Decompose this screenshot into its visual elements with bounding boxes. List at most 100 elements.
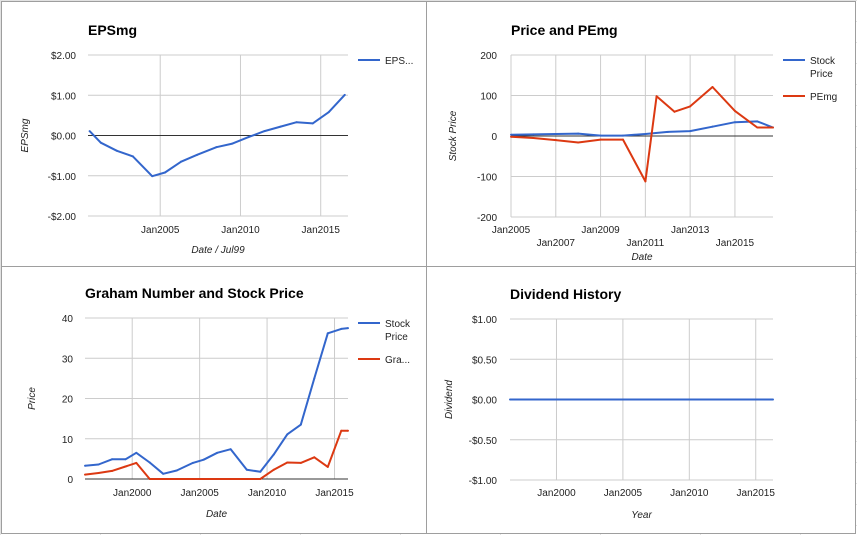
chart-graham[interactable]: Graham Number and Stock Price 40 30 20 10 0 Ja… <box>1 266 427 534</box>
y-tick-label: 30 <box>62 354 74 365</box>
legend-label: PEmg <box>810 92 837 103</box>
data-point <box>340 327 343 330</box>
x-tick-label: Jan2010 <box>670 488 709 499</box>
data-point <box>621 138 624 141</box>
data-point <box>286 461 289 464</box>
data-point <box>84 473 86 476</box>
data-point <box>711 85 714 88</box>
data-point <box>644 180 647 183</box>
data-point <box>733 109 736 112</box>
data-point <box>84 464 86 467</box>
data-point <box>110 469 113 472</box>
data-point <box>326 465 329 468</box>
y-tick-label: 20 <box>62 395 74 406</box>
x-tick-label: Jan2007 <box>537 238 576 249</box>
data-point <box>151 175 154 178</box>
data-point <box>311 122 314 125</box>
data-point <box>202 478 205 480</box>
x-tick-label: Jan2015 <box>716 238 755 249</box>
data-point <box>347 429 349 432</box>
data-point <box>689 105 692 108</box>
series-line <box>84 327 349 475</box>
x-tick-label: Jan2005 <box>604 488 643 499</box>
data-point <box>247 136 250 139</box>
series-line <box>510 120 774 137</box>
legend-label: EPS... <box>385 56 413 67</box>
data-point <box>272 453 275 456</box>
data-point <box>347 327 349 330</box>
data-point <box>245 478 248 480</box>
chart-price-pe[interactable]: Price and PEmg 200 100 0 -100 -200 Jan2005 Jan2… <box>426 1 856 267</box>
y-tick-label: $1.00 <box>472 315 497 326</box>
y-axis-label: Stock Price <box>448 110 459 161</box>
data-point <box>272 468 275 471</box>
data-point <box>510 133 512 136</box>
data-point <box>772 398 774 401</box>
data-point <box>135 461 138 464</box>
y-tick-label: -100 <box>477 173 497 184</box>
series-line <box>84 429 348 480</box>
data-point <box>175 478 178 480</box>
data-point <box>689 130 692 133</box>
x-tick-label: Jan2015 <box>302 225 341 236</box>
y-tick-label: $0.00 <box>51 132 76 143</box>
chart-eps[interactable]: EPSmg $2.00 $1.00 $0.00 -$1.00 -$2.00 Jan2005 J… <box>1 1 427 267</box>
data-point <box>279 125 282 128</box>
series-line <box>510 86 773 183</box>
data-point <box>299 423 302 426</box>
chart-title: Dividend History <box>510 286 621 302</box>
data-point <box>313 456 316 459</box>
data-point <box>97 463 100 466</box>
data-point <box>259 470 262 473</box>
data-point <box>148 478 151 480</box>
data-point <box>644 132 647 135</box>
x-tick-label: Jan2000 <box>537 488 576 499</box>
data-point <box>621 134 624 137</box>
data-point <box>510 135 512 138</box>
data-point <box>343 93 346 96</box>
data-point <box>599 138 602 141</box>
y-tick-label: -$1.00 <box>48 172 77 183</box>
data-point <box>191 461 194 464</box>
data-point <box>673 110 676 113</box>
data-point <box>259 478 262 480</box>
data-point <box>124 458 127 461</box>
data-point <box>180 160 183 163</box>
data-point <box>229 448 232 451</box>
data-point <box>733 121 736 124</box>
data-point <box>99 141 102 144</box>
eps-chart-svg: EPSmg $2.00 $1.00 $0.00 -$1.00 -$2.00 Jan2005 J… <box>20 22 413 256</box>
x-axis-label: Year <box>631 510 652 521</box>
x-tick-label: Jan2013 <box>671 225 710 236</box>
y-tick-label: $0.00 <box>472 396 497 407</box>
x-tick-label: Jan2010 <box>221 225 260 236</box>
data-point <box>215 146 218 149</box>
x-axis-label: Date / Jul99 <box>191 245 245 256</box>
x-tick-label: Jan2009 <box>581 225 620 236</box>
legend-label: Price <box>810 69 833 80</box>
y-tick-label: $1.00 <box>51 91 76 102</box>
data-point <box>295 121 298 124</box>
data-point <box>175 469 178 472</box>
y-axis-label: EPSmg <box>20 118 31 152</box>
legend-label: Gra... <box>385 355 410 366</box>
data-point <box>115 149 118 152</box>
data-point <box>655 95 658 98</box>
data-point <box>577 132 580 135</box>
y-tick-label: -200 <box>477 213 497 224</box>
y-tick-label: $2.00 <box>51 51 76 62</box>
data-point <box>263 130 266 133</box>
data-point <box>554 132 557 135</box>
data-point <box>313 377 316 380</box>
data-point <box>554 139 557 142</box>
chart-title: Graham Number and Stock Price <box>85 285 304 301</box>
data-point <box>577 141 580 144</box>
data-point <box>124 465 127 468</box>
x-tick-label: Jan2005 <box>492 225 531 236</box>
legend-label: Stock <box>810 56 836 67</box>
x-tick-label: Jan2010 <box>248 488 287 499</box>
x-tick-label: Jan2005 <box>180 488 219 499</box>
chart-dividend[interactable]: Dividend History $1.00 $0.50 $0.00 -$0.50 -$1… <box>426 266 856 534</box>
data-point <box>327 111 330 114</box>
data-point <box>231 142 234 145</box>
